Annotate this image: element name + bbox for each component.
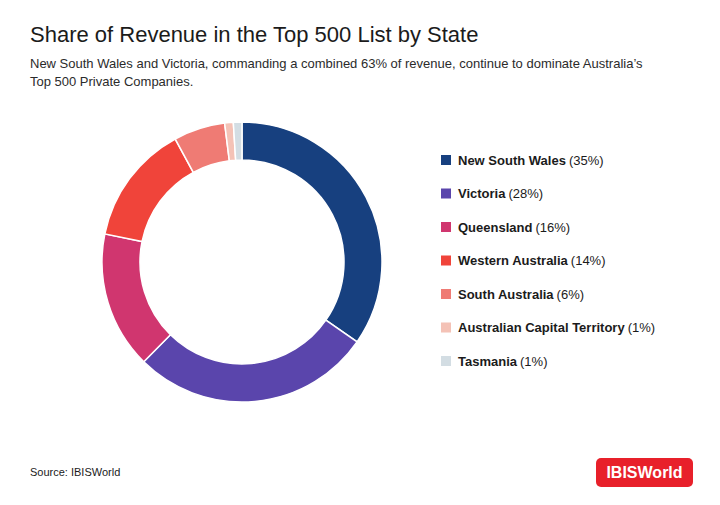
donut	[102, 122, 382, 402]
slice	[242, 122, 382, 342]
legend-name: New South Wales	[458, 153, 566, 168]
title: Share of Revenue in the Top 500 List by …	[30, 22, 478, 47]
legend-name: Western Australia	[458, 253, 569, 268]
legend-value: (1%)	[628, 320, 655, 335]
legend-label: Tasmania(1%)	[458, 354, 547, 369]
legend-swatch	[441, 222, 451, 232]
legend-name: Queensland	[458, 220, 532, 235]
subtitle: Top 500 Private Companies.	[30, 74, 193, 89]
legend-label: New South Wales(35%)	[458, 153, 604, 168]
legend-swatch	[441, 289, 451, 299]
legend-value: (28%)	[508, 186, 543, 201]
legend-name: Australian Capital Territory	[458, 320, 625, 335]
legend-label: Victoria(28%)	[458, 186, 543, 201]
legend-value: (6%)	[557, 287, 584, 302]
legend-name: Victoria	[458, 186, 506, 201]
legend-value: (35%)	[569, 153, 604, 168]
slice	[233, 122, 242, 160]
legend-swatch	[441, 256, 451, 266]
legend: New South Wales(35%) Victoria(28%) Queensl…	[441, 153, 655, 369]
legend-name: South Australia	[458, 287, 554, 302]
legend-label: South Australia(6%)	[458, 287, 584, 302]
slice	[105, 139, 193, 242]
legend-swatch	[441, 323, 451, 333]
chart: Share of Revenue in the Top 500 List by …	[0, 0, 720, 505]
legend-label: Australian Capital Territory(1%)	[458, 320, 655, 335]
legend-swatch	[441, 189, 451, 199]
legend-value: (16%)	[535, 220, 570, 235]
legend-value: (14%)	[571, 253, 606, 268]
subtitle: New South Wales and Victoria, commanding…	[30, 56, 643, 71]
logo-box	[596, 458, 693, 487]
source: Source: IBISWorld	[30, 466, 120, 478]
legend-label: Western Australia(14%)	[458, 253, 606, 268]
logo: IBISWorld	[606, 464, 682, 481]
legend-label: Queensland(16%)	[458, 220, 570, 235]
legend-swatch	[441, 155, 451, 165]
slice	[175, 123, 229, 172]
slice	[144, 320, 357, 402]
legend-value: (1%)	[520, 354, 547, 369]
legend-name: Tasmania	[458, 354, 518, 369]
legend-swatch	[441, 356, 451, 366]
slice	[102, 234, 170, 362]
